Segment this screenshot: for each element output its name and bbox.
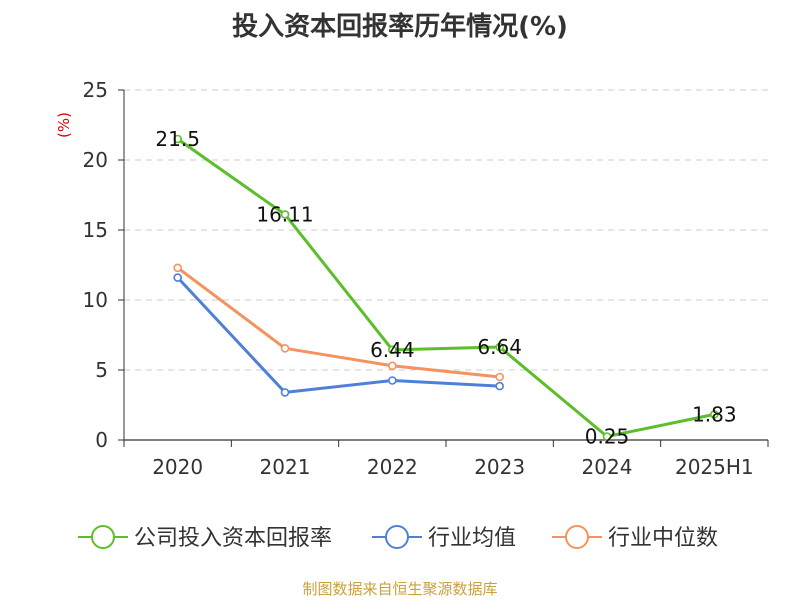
data-point (388, 376, 397, 385)
x-tick-label: 2020 (152, 455, 203, 479)
data-label: 6.44 (370, 338, 415, 362)
chart-title: 投入资本回报率历年情况(%) (232, 12, 568, 42)
data-point (710, 410, 719, 419)
series-line (176, 137, 715, 438)
y-tick-label: 15 (83, 218, 108, 242)
axes: 0 5 10 15 20 25 2020 2021 2022 2023 2024 2025H1 (%) (55, 78, 769, 479)
y-tick-label: 20 (83, 148, 108, 172)
data-point (173, 263, 182, 273)
data-point (173, 273, 182, 282)
data-point (280, 343, 290, 353)
legend-label: 行业中位数 (608, 526, 718, 551)
data-point (173, 134, 182, 144)
data-label: 6.64 (477, 335, 522, 359)
y-axis-label: (%) (55, 112, 73, 138)
data-point (280, 388, 290, 397)
source-note: 制图数据来自恒生聚源数据库 (302, 580, 498, 598)
legend-marker (565, 525, 589, 549)
data-label: 21.5 (155, 127, 200, 151)
y-tick-label: 25 (83, 78, 108, 102)
legend-label: 公司投入资本回报率 (134, 526, 332, 551)
data-point (495, 342, 504, 352)
x-tick-label: 2024 (582, 455, 633, 479)
data-point (602, 432, 612, 441)
data-point (495, 372, 504, 382)
data-point (388, 345, 397, 355)
data-label: 16.11 (256, 202, 313, 226)
legend: 公司投入资本回报率 行业均值 行业中位数 (78, 525, 718, 551)
data-point (388, 361, 397, 371)
series-line (176, 276, 500, 394)
x-tick-label: 2023 (474, 455, 525, 479)
y-tick-label: 5 (95, 358, 108, 382)
data-label: 0.25 (585, 425, 630, 449)
x-tick-label: 2021 (260, 455, 311, 479)
x-tick-label: 2022 (367, 455, 418, 479)
y-tick-label: 10 (83, 288, 108, 312)
y-tick-label: 0 (95, 428, 108, 452)
legend-marker (385, 525, 409, 549)
series (173, 134, 719, 441)
legend-marker (91, 525, 115, 549)
data-point (280, 210, 290, 219)
data-point (495, 381, 504, 391)
x-tick-label: 2025H1 (675, 455, 754, 479)
data-label: 1.83 (692, 402, 737, 426)
series-line (176, 266, 500, 379)
data-labels: 21.5 16.11 6.44 6.64 0.25 1.83 (155, 127, 736, 449)
gridlines (124, 89, 768, 371)
legend-label: 行业均值 (428, 526, 516, 551)
